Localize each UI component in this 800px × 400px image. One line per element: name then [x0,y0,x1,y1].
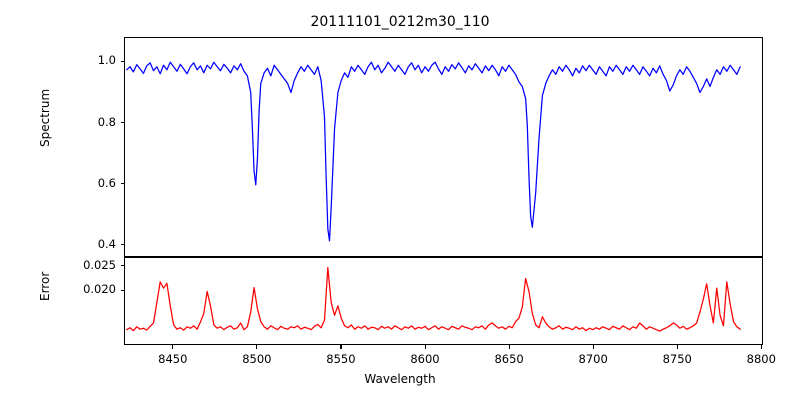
x-tick-mark [760,345,762,349]
x-tick-mark [172,345,174,349]
x-tick-label: 8700 [578,352,608,366]
x-tick-label: 8550 [326,352,356,366]
y-tick-label: 0.020 [83,282,116,297]
x-tick-label: 8450 [158,352,188,366]
error-panel [124,257,763,345]
y-tick-mark [120,183,124,185]
y-tick-mark [120,60,124,63]
x-tick-mark [340,345,342,349]
y-tick-mark [120,122,124,124]
y-tick-mark [120,244,124,246]
x-tick-mark [256,345,258,349]
y-tick-label: 1.0 [97,53,116,68]
y-axis-label-spectrum: Spectrum [38,88,52,147]
x-tick-mark [592,345,594,349]
y-axis-label-error: Error [38,271,52,301]
x-axis-label: Wavelength [364,372,436,386]
x-tick-label: 8750 [662,352,692,366]
spectrum-line-plot [125,38,762,256]
spectrum-panel [124,37,763,257]
figure-title: 20111101_0212m30_110 [310,14,490,30]
x-tick-label: 8650 [494,352,524,366]
x-tick-mark [676,345,678,349]
y-tick-label: 0.8 [97,114,116,129]
y-tick-mark [120,289,124,291]
x-tick-label: 8600 [410,352,440,366]
x-tick-label: 8500 [242,352,272,366]
y-tick-label: 0.4 [97,236,116,251]
x-tick-mark [424,345,426,349]
x-tick-label: 8800 [746,352,776,366]
y-tick-label: 0.6 [97,175,116,190]
x-tick-mark [508,345,510,349]
y-tick-mark [120,265,124,267]
y-tick-label: 0.025 [83,257,116,272]
error-line-plot [125,258,762,344]
